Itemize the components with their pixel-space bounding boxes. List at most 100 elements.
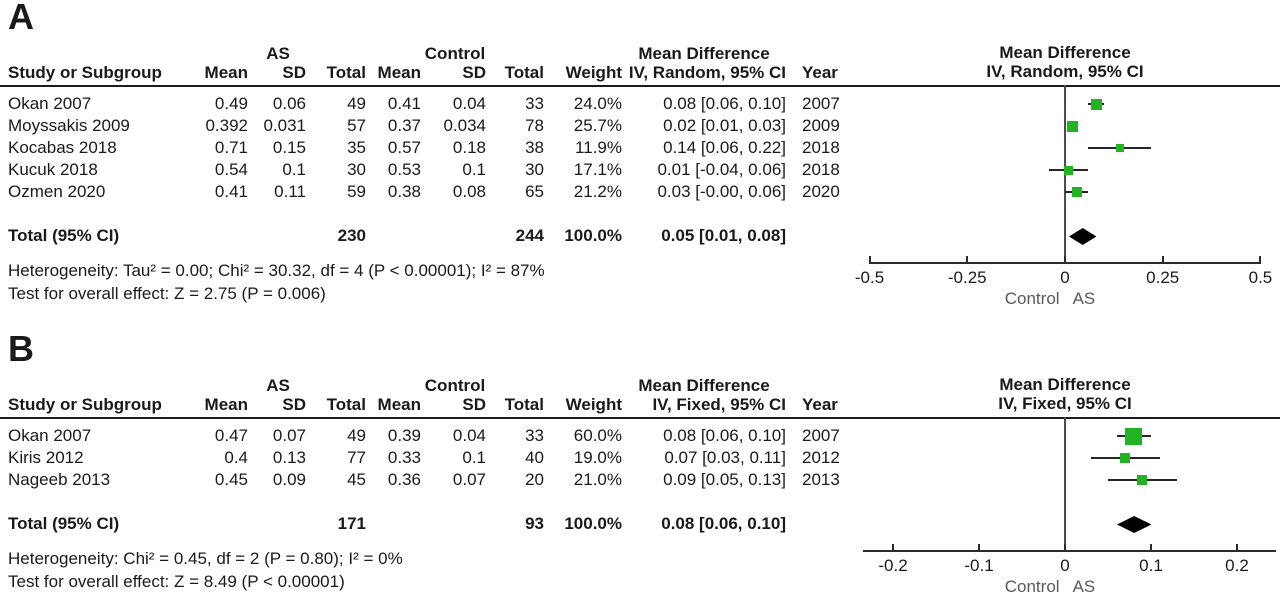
weight-cell: 60.0% bbox=[573, 426, 622, 445]
study-cell: Kocabas 2018 bbox=[8, 138, 117, 157]
as-mean-cell: 0.45 bbox=[214, 470, 248, 489]
table-row: Kocabas 2018 0.71 0.15 35 0.57 0.18 38 11.9% 0.1… bbox=[0, 137, 858, 159]
total-control-mean-cell bbox=[366, 225, 421, 247]
heterogeneity-text: Heterogeneity: Chi² = 0.45, df = 2 (P = … bbox=[8, 549, 403, 568]
control-sd-cell: 0.04 bbox=[452, 426, 486, 445]
group-control-label: Control bbox=[424, 44, 486, 63]
total-study-cell: Total (95% CI) bbox=[8, 514, 120, 533]
as-total-cell-header: Total bbox=[326, 395, 366, 414]
total-year-cell bbox=[786, 513, 858, 535]
as-sd-cell: 0.031 bbox=[263, 116, 306, 135]
table-row: Moyssakis 2009 0.392 0.031 57 0.37 0.034 78 25.… bbox=[0, 115, 858, 137]
control-sd-cell: 0.1 bbox=[462, 160, 486, 179]
table-column-header: Study or Subgroup Mean SD Total Mean SD Total W… bbox=[0, 395, 858, 415]
as-mean-cell-header: Mean bbox=[204, 63, 248, 82]
study-marker bbox=[1064, 165, 1074, 175]
control-total-cell: 40 bbox=[525, 448, 544, 467]
control-mean-cell-header: Mean bbox=[377, 63, 421, 82]
as-mean-cell: 0.4 bbox=[224, 448, 248, 467]
group-as-label: AS bbox=[266, 44, 290, 63]
plot-md-header: Mean Difference bbox=[999, 43, 1131, 62]
md-column-title: Mean Difference bbox=[638, 44, 770, 63]
plot-md-header: Mean Difference bbox=[999, 375, 1131, 394]
axis-tick-label: 0.2 bbox=[1225, 556, 1249, 575]
weight-cell: 24.0% bbox=[573, 94, 622, 113]
as-sd-cell: 0.07 bbox=[272, 426, 306, 445]
as-sd-cell: 0.06 bbox=[272, 94, 306, 113]
md-ci-cell: 0.01 [-0.04, 0.06] bbox=[657, 160, 786, 179]
control-mean-cell: 0.33 bbox=[387, 448, 421, 467]
table-row: Okan 2007 0.49 0.06 49 0.41 0.04 33 24.0% 0.08 [… bbox=[0, 93, 858, 115]
control-total-cell: 20 bbox=[525, 470, 544, 489]
study-marker bbox=[1125, 427, 1143, 445]
table-row: Kucuk 2018 0.54 0.1 30 0.53 0.1 30 17.1% 0.01 [-… bbox=[0, 159, 858, 181]
md-column-title: Mean Difference bbox=[638, 376, 770, 395]
total-as-sd-cell bbox=[248, 225, 306, 247]
table-row: Nageeb 2013 0.45 0.09 45 0.36 0.07 20 21.0% 0.09… bbox=[0, 469, 858, 491]
panel-letter: A bbox=[8, 0, 34, 37]
spacer bbox=[544, 376, 622, 395]
as-sd-cell-header: SD bbox=[282, 395, 306, 414]
table-row: Ozmen 2020 0.41 0.11 59 0.38 0.08 65 21.2% 0.03 … bbox=[0, 181, 858, 203]
control-total-cell: 65 bbox=[525, 182, 544, 201]
control-sd-cell-header: SD bbox=[462, 395, 486, 414]
as-total-cell: 77 bbox=[347, 448, 366, 467]
study-marker bbox=[1071, 187, 1082, 197]
md-ci-cell: 0.03 [-0.00, 0.06] bbox=[657, 182, 786, 201]
as-total-cell-header: Total bbox=[326, 63, 366, 82]
year-cell: 2012 bbox=[802, 448, 840, 467]
as-mean-cell: 0.41 bbox=[214, 182, 248, 201]
total-diamond bbox=[1068, 227, 1097, 245]
total-weight-cell: 100.0% bbox=[564, 514, 622, 533]
study-cell: Okan 2007 bbox=[8, 426, 92, 445]
total-control-total-cell: 93 bbox=[525, 514, 544, 533]
as-mean-cell: 0.49 bbox=[214, 94, 248, 113]
as-total-cell: 57 bbox=[347, 116, 366, 135]
as-sd-cell: 0.15 bbox=[272, 138, 306, 157]
axis-tick bbox=[1259, 256, 1262, 264]
zero-line bbox=[1064, 417, 1066, 550]
study-marker bbox=[1067, 120, 1079, 132]
year-cell: 2020 bbox=[802, 182, 840, 201]
control-sd-cell-header: SD bbox=[462, 63, 486, 82]
md-ci-cell-header: IV, Fixed, 95% CI bbox=[652, 395, 786, 414]
control-mean-cell: 0.41 bbox=[387, 94, 421, 113]
axis-tick bbox=[1064, 256, 1066, 264]
favours-as-label: AS bbox=[1072, 289, 1096, 308]
control-mean-cell-header: Mean bbox=[377, 395, 421, 414]
md-ci-cell: 0.08 [0.06, 0.10] bbox=[663, 94, 786, 113]
table-column-header: Study or Subgroup Mean SD Total Mean SD Total W… bbox=[0, 63, 858, 83]
total-diamond-shape bbox=[1068, 227, 1097, 245]
total-control-mean-cell bbox=[366, 513, 421, 535]
x-axis-line bbox=[862, 550, 1276, 552]
study-cell: Kiris 2012 bbox=[8, 448, 84, 467]
overall-effect-text: Test for overall effect: Z = 8.49 (P < 0… bbox=[8, 572, 345, 591]
control-total-cell: 30 bbox=[525, 160, 544, 179]
heterogeneity-text: Heterogeneity: Tau² = 0.00; Chi² = 30.32… bbox=[8, 261, 545, 280]
total-control-total-cell: 244 bbox=[515, 226, 544, 245]
axis-tick bbox=[1236, 544, 1238, 552]
weight-cell: 19.0% bbox=[573, 448, 622, 467]
control-mean-cell: 0.38 bbox=[387, 182, 421, 201]
as-sd-cell-header: SD bbox=[282, 63, 306, 82]
total-row: Total (95% CI) 171 93 100.0% 0.08 [0.06, 0.1… bbox=[0, 513, 858, 535]
control-total-cell: 78 bbox=[525, 116, 544, 135]
weight-cell: 21.2% bbox=[573, 182, 622, 201]
panel-letter: B bbox=[8, 328, 34, 369]
as-total-cell: 35 bbox=[347, 138, 366, 157]
spacer bbox=[786, 44, 858, 63]
control-total-cell-header: Total bbox=[504, 63, 544, 82]
as-total-cell: 45 bbox=[347, 470, 366, 489]
total-md-ci-cell: 0.05 [0.01, 0.08] bbox=[661, 226, 786, 245]
control-sd-cell: 0.04 bbox=[452, 94, 486, 113]
control-total-cell: 38 bbox=[525, 138, 544, 157]
axis-tick-label: 0 bbox=[1060, 556, 1070, 575]
control-sd-cell: 0.18 bbox=[452, 138, 486, 157]
group-control-label: Control bbox=[424, 376, 486, 395]
control-mean-cell: 0.39 bbox=[387, 426, 421, 445]
as-mean-cell: 0.71 bbox=[214, 138, 248, 157]
total-md-ci-cell: 0.08 [0.06, 0.10] bbox=[661, 514, 786, 533]
as-total-cell: 30 bbox=[347, 160, 366, 179]
plot-ci-header: IV, Fixed, 95% CI bbox=[998, 394, 1132, 413]
